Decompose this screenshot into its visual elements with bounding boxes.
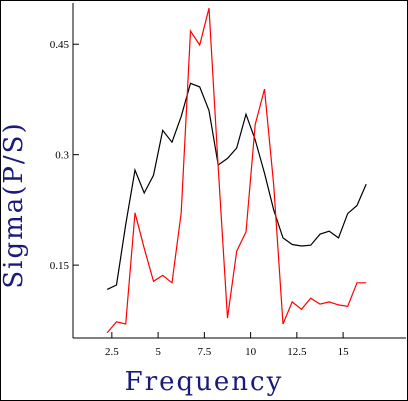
x-tick-label: 5: [155, 346, 161, 358]
y-tick-label: 0.45: [50, 39, 70, 51]
x-tick-label: 10: [245, 346, 257, 358]
data-line: [106, 8, 367, 334]
y-tick-label: 0.15: [50, 260, 70, 272]
data-line: [106, 82, 367, 290]
y-tick-label: 0.3: [55, 150, 69, 162]
x-axis-title: Frequency: [125, 367, 284, 397]
x-tick-label: 15: [338, 346, 350, 358]
y-axis-title: Sigma(P/S): [0, 121, 29, 288]
x-tick-label: 2.5: [105, 346, 119, 358]
x-tick-label: 7.5: [197, 346, 211, 358]
x-tick-label: 12.5: [287, 346, 307, 358]
